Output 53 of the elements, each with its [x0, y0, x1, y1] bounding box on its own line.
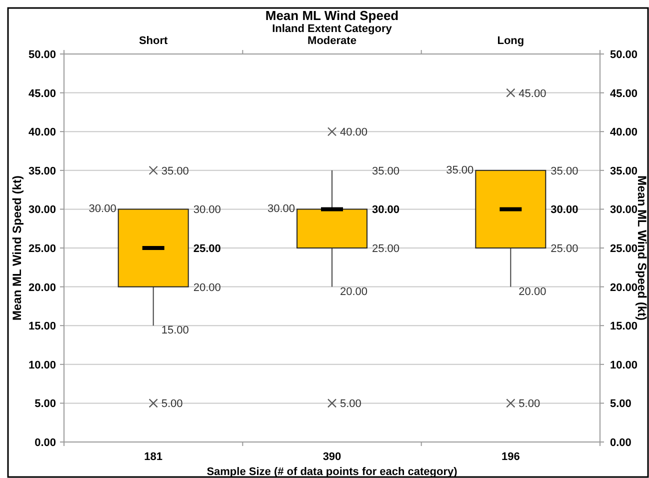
y-tick-label: 40.00	[28, 126, 56, 139]
text: 30.00	[88, 203, 116, 216]
text: 25.00	[550, 243, 578, 255]
y2-tick-label: 10.00	[610, 359, 638, 372]
y2-tick-label: 20.00	[610, 282, 638, 294]
y-tick-label: 25.00	[28, 243, 56, 255]
y2-tick-label: 0.00	[610, 437, 632, 449]
text: 390	[322, 451, 342, 463]
text: 181	[144, 451, 163, 463]
x-tick-label: Long	[497, 35, 524, 47]
text: 15.00	[161, 324, 189, 337]
text: 30.00	[550, 204, 578, 216]
text: 20.00	[193, 282, 221, 294]
text: 30.00	[267, 203, 295, 216]
y-tick-label: 0.00	[34, 437, 56, 449]
text: 35.00	[372, 165, 400, 178]
y-tick-label: 10.00	[28, 359, 56, 372]
y-tick-label: 20.00	[28, 282, 56, 294]
text: 30.00	[193, 204, 221, 216]
text: 35.00	[550, 165, 578, 178]
y-tick-label: 30.00	[28, 204, 56, 216]
text: 5.00	[161, 398, 183, 410]
y2-tick-label: 50.00	[610, 49, 638, 61]
x-tick-label: Short	[138, 35, 168, 47]
text: 196	[501, 451, 520, 463]
x-axis-title: Sample Size (# of data points for each category)	[206, 466, 458, 478]
text: 5.00	[340, 398, 362, 410]
text: 35.00	[161, 165, 189, 178]
y2-tick-label: 35.00	[610, 165, 638, 178]
chart-title: Mean ML Wind Speed	[265, 8, 399, 23]
text: 5.00	[518, 398, 540, 410]
text: 20.00	[340, 286, 368, 298]
text: 45.00	[518, 88, 546, 100]
text: 40.00	[340, 126, 368, 139]
y-tick-label: 50.00	[28, 49, 56, 61]
text: 20.00	[518, 286, 546, 298]
text: 30.00	[372, 204, 400, 216]
x-tick-label: Moderate	[308, 35, 356, 47]
y2-tick-label: 25.00	[610, 243, 638, 255]
text: 25.00	[193, 243, 221, 255]
y2-tick-label: 30.00	[610, 204, 638, 216]
x2-axis-title: Inland Extent Category	[272, 23, 393, 35]
y-tick-label: 15.00	[28, 320, 56, 333]
y2-tick-label: 5.00	[610, 398, 632, 410]
y2-tick-label: 15.00	[610, 320, 638, 333]
y-tick-label: 45.00	[28, 88, 56, 100]
text: 35.00	[446, 164, 474, 176]
y-tick-label: 35.00	[28, 165, 56, 178]
y-tick-label: 5.00	[34, 398, 56, 410]
text: 25.00	[372, 243, 400, 255]
y-axis-title: Mean ML Wind Speed (kt)	[10, 175, 24, 321]
y2-tick-label: 40.00	[610, 126, 638, 139]
y2-tick-label: 45.00	[610, 88, 638, 100]
